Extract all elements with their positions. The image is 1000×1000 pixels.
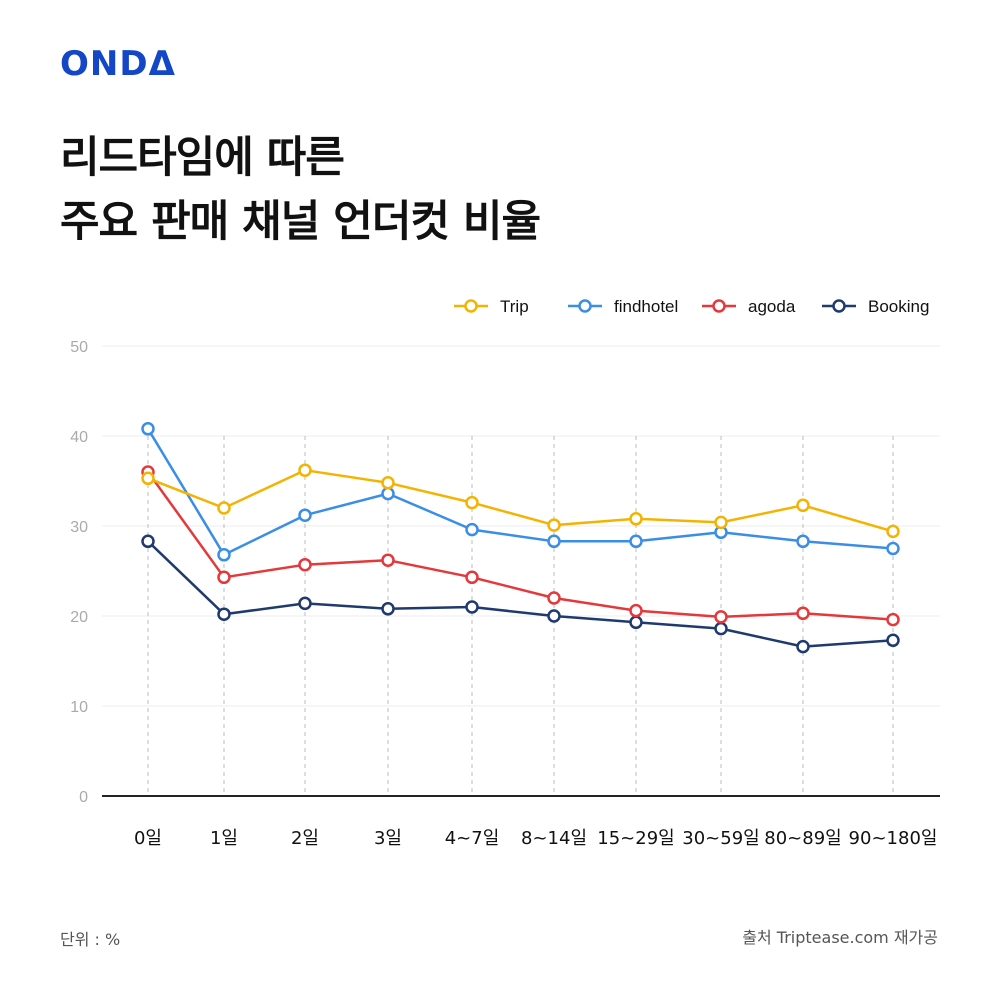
y-tick-label: 20 xyxy=(70,609,88,626)
data-point-trip xyxy=(547,518,561,532)
data-point-agoda xyxy=(714,610,728,624)
legend-marker xyxy=(832,299,846,313)
data-point-booking xyxy=(714,621,728,636)
legend-marker xyxy=(712,299,726,313)
data-point-trip xyxy=(298,463,312,477)
x-tick-label: 30~59일 xyxy=(682,828,759,849)
data-point-findhotel xyxy=(298,508,312,522)
y-tick-label: 10 xyxy=(70,699,88,716)
data-point-agoda xyxy=(547,591,561,605)
y-tick-label: 30 xyxy=(70,519,88,536)
data-point-findhotel xyxy=(629,534,643,549)
data-point-booking xyxy=(886,633,900,648)
data-point-booking xyxy=(629,615,643,630)
x-tick-label: 1일 xyxy=(210,828,238,849)
data-point-booking xyxy=(217,607,231,621)
data-point-agoda xyxy=(298,557,312,572)
data-point-findhotel xyxy=(465,522,479,537)
x-tick-label: 2일 xyxy=(291,828,319,849)
data-point-trip xyxy=(629,512,643,526)
line-chart: 0 10 20 30 40 50 0일 1일 2일 3일 4~7일 8~14일 15~29일 30~59일… xyxy=(70,297,940,849)
data-point-findhotel xyxy=(217,548,231,562)
x-tick-label: 80~89일 xyxy=(764,828,841,849)
data-point-agoda xyxy=(796,606,810,621)
y-tick-label: 0 xyxy=(79,789,88,806)
data-point-trip xyxy=(217,501,231,515)
data-point-booking xyxy=(796,639,810,654)
legend-label: agoda xyxy=(748,297,796,316)
legend-label: Trip xyxy=(500,297,529,316)
series-line-booking xyxy=(147,540,894,648)
source-label: 출처 Triptease.com 재가공 xyxy=(742,928,938,947)
series-line-findhotel xyxy=(146,428,894,557)
series-line-agoda xyxy=(146,471,894,621)
data-point-findhotel xyxy=(796,534,810,549)
data-point-trip xyxy=(381,476,395,490)
x-tick-label: 3일 xyxy=(374,828,402,849)
page-title: 리드타임에 따른 주요 판매 채널 언더컷 비율 xyxy=(60,126,541,254)
data-point-booking xyxy=(298,596,312,611)
y-tick-label: 50 xyxy=(70,339,88,356)
onda-logo: ONDΔ xyxy=(60,44,176,84)
title-line-2: 주요 판매 채널 언더컷 비율 xyxy=(60,197,541,247)
data-point-agoda xyxy=(381,553,395,567)
data-point-trip xyxy=(886,524,900,539)
data-point-agoda xyxy=(886,612,900,627)
legend-label: findhotel xyxy=(614,297,678,316)
title-line-1: 리드타임에 따른 xyxy=(60,133,345,183)
x-tick-label: 90~180일 xyxy=(849,828,938,849)
legend-marker xyxy=(578,299,592,313)
data-point-booking xyxy=(465,600,479,614)
data-point-findhotel xyxy=(381,486,395,501)
data-point-trip xyxy=(141,471,155,486)
legend-label: Booking xyxy=(868,297,929,316)
data-point-trip xyxy=(796,498,810,513)
x-tick-label: 4~7일 xyxy=(445,828,500,849)
x-tick-label: 15~29일 xyxy=(597,828,674,849)
data-point-findhotel xyxy=(886,541,900,556)
data-point-trip xyxy=(714,515,728,530)
y-tick-label: 40 xyxy=(70,429,88,446)
data-point-agoda xyxy=(629,603,643,618)
data-point-findhotel xyxy=(141,422,155,436)
data-point-agoda xyxy=(217,570,231,585)
data-point-findhotel xyxy=(547,534,561,549)
data-point-booking xyxy=(381,602,395,616)
unit-label: 단위 : % xyxy=(60,930,121,949)
data-point-trip xyxy=(465,495,479,510)
series-line-trip xyxy=(147,468,894,533)
legend-marker xyxy=(464,299,478,313)
x-tick-label: 0일 xyxy=(134,828,162,849)
data-point-booking xyxy=(547,609,561,623)
data-point-agoda xyxy=(465,570,479,585)
x-tick-label: 8~14일 xyxy=(521,828,587,849)
data-point-booking xyxy=(141,534,155,549)
